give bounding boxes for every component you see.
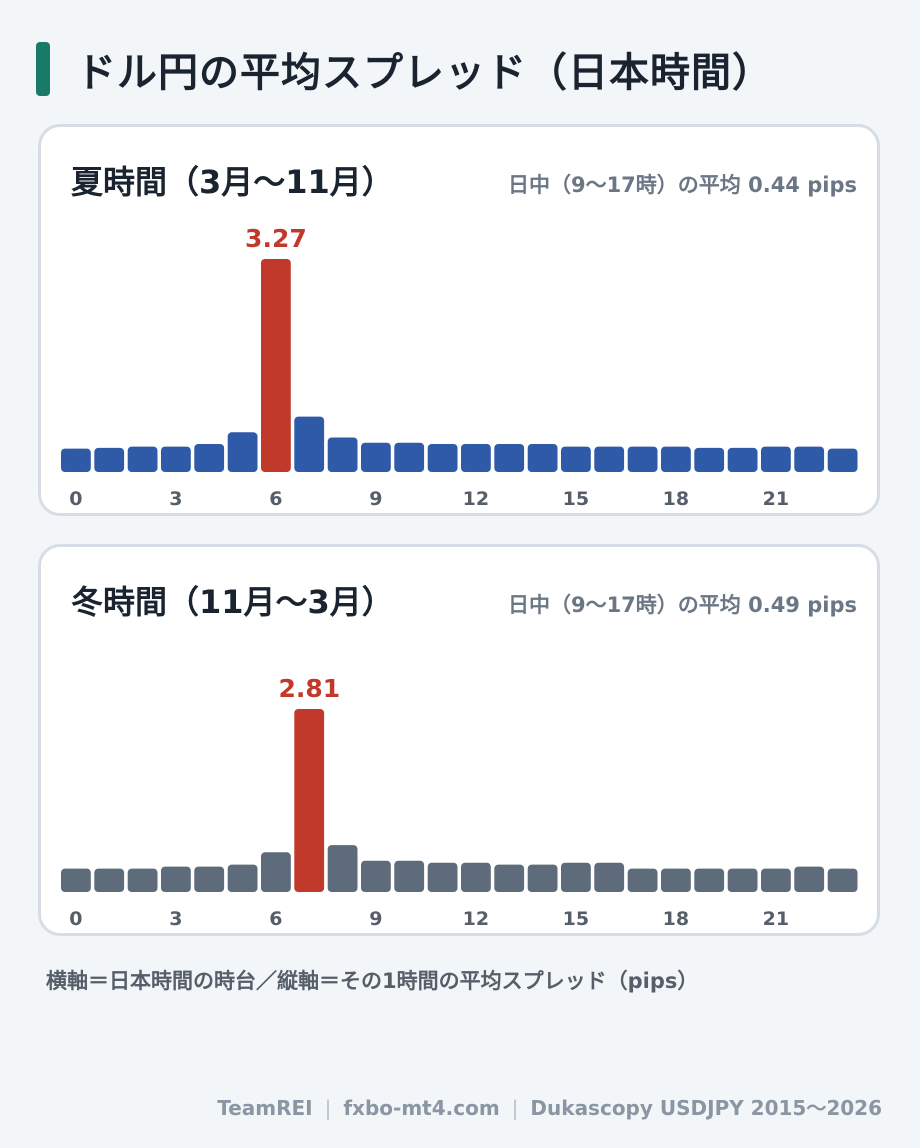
- bar-hour-9: [361, 860, 391, 892]
- peak-bar: [294, 709, 325, 892]
- bar-hour-23: [827, 448, 858, 472]
- bar-hour-6: [261, 852, 291, 892]
- x-tick-label: 6: [269, 908, 282, 930]
- bar-hour-0: [61, 448, 91, 472]
- x-tick-label: 15: [563, 908, 589, 930]
- x-tick-label: 0: [69, 908, 82, 930]
- peak-value-label: 2.81: [278, 674, 340, 703]
- x-tick-label: 6: [269, 488, 282, 510]
- bar-hour-8: [327, 437, 358, 472]
- bar-hour-20: [727, 447, 758, 472]
- chart-subtitle: 日中（9〜17時）の平均 0.44 pips: [507, 173, 857, 197]
- bar-hour-13: [494, 444, 525, 472]
- bar-hour-11: [427, 862, 458, 892]
- footer-brand: TeamREI: [217, 1096, 313, 1120]
- bar-hour-1: [94, 868, 125, 892]
- footer-source: Dukascopy USDJPY 2015〜2026: [530, 1096, 882, 1120]
- bar-hour-20: [727, 868, 758, 892]
- footer-site: fxbo-mt4.com: [343, 1096, 500, 1120]
- x-tick-label: 0: [69, 488, 82, 510]
- bar-hour-9: [361, 442, 391, 472]
- x-tick-label: 18: [663, 488, 689, 510]
- bar-hour-16: [594, 446, 625, 472]
- chart-title: 冬時間（11月〜3月）: [71, 583, 394, 621]
- bar-hour-4: [194, 444, 225, 472]
- bar-hour-10: [394, 442, 425, 472]
- bar-hour-10: [394, 860, 425, 892]
- bar-hour-19: [694, 447, 725, 472]
- bar-hour-15: [561, 862, 591, 892]
- bar-hour-21: [761, 446, 791, 472]
- bar-hour-14: [527, 444, 558, 472]
- x-tick-label: 15: [563, 488, 589, 510]
- axis-caption: 横軸＝日本時間の時台／縦軸＝その1時間の平均スプレッド（pips）: [46, 969, 699, 993]
- summer-chart-card: 夏時間（3月〜11月） 日中（9〜17時）の平均 0.44 pips 3.27 0…: [38, 124, 880, 516]
- bar-hour-4: [194, 866, 225, 892]
- bar-hour-5: [227, 864, 258, 892]
- x-tick-label: 9: [369, 488, 382, 510]
- bar-hour-19: [694, 868, 725, 892]
- x-tick-label: 12: [463, 488, 489, 510]
- x-tick-label: 21: [763, 488, 789, 510]
- x-tick-label: 21: [763, 908, 789, 930]
- bar-hour-3: [161, 866, 191, 892]
- chart-title: 夏時間（3月〜11月）: [71, 163, 394, 201]
- winter-bar-chart: 2.81 0 3 6 9 12 15 18 21: [61, 674, 858, 930]
- footer: TeamREI | fxbo-mt4.com | Dukascopy USDJPY 20…: [217, 1096, 882, 1120]
- bar-hour-15: [561, 446, 591, 472]
- bar-hour-17: [627, 446, 658, 472]
- chart-subtitle: 日中（9〜17時）の平均 0.49 pips: [507, 593, 857, 617]
- bar-hour-13: [494, 864, 525, 892]
- bar-hour-7: [294, 416, 325, 472]
- bar-hour-12: [461, 444, 491, 472]
- bar-hour-22: [794, 446, 825, 472]
- bar-hour-14: [527, 864, 558, 892]
- bar-hour-21: [761, 868, 791, 892]
- bar-hour-12: [461, 862, 491, 892]
- bar-hour-0: [61, 868, 91, 892]
- bar-hour-5: [227, 432, 258, 472]
- bar-hour-3: [161, 446, 191, 472]
- bar-hour-22: [794, 866, 825, 892]
- bar-hour-2: [127, 868, 158, 892]
- bar-hour-16: [594, 862, 625, 892]
- bar-hour-18: [661, 868, 691, 892]
- bar-hour-1: [94, 447, 125, 472]
- x-tick-label: 9: [369, 908, 382, 930]
- bar-hour-17: [627, 868, 658, 892]
- summer-bar-chart: 3.27 0 3 6 9 12 15 18 21: [61, 224, 858, 510]
- page-title: ドル円の平均スプレッド（日本時間）: [76, 50, 773, 96]
- title-accent-bar: [36, 42, 50, 96]
- bar-hour-23: [827, 868, 858, 892]
- bar-hour-2: [127, 446, 158, 472]
- bar-hour-11: [427, 444, 458, 472]
- bar-hour-18: [661, 446, 691, 472]
- winter-chart-card: 冬時間（11月〜3月） 日中（9〜17時）の平均 0.49 pips 2.81 0…: [38, 544, 880, 936]
- x-tick-label: 12: [463, 908, 489, 930]
- x-tick-label: 3: [169, 488, 182, 510]
- x-tick-label: 18: [663, 908, 689, 930]
- peak-value-label: 3.27: [245, 224, 307, 253]
- x-tick-label: 3: [169, 908, 182, 930]
- peak-bar: [261, 259, 291, 472]
- bar-hour-8: [327, 845, 358, 892]
